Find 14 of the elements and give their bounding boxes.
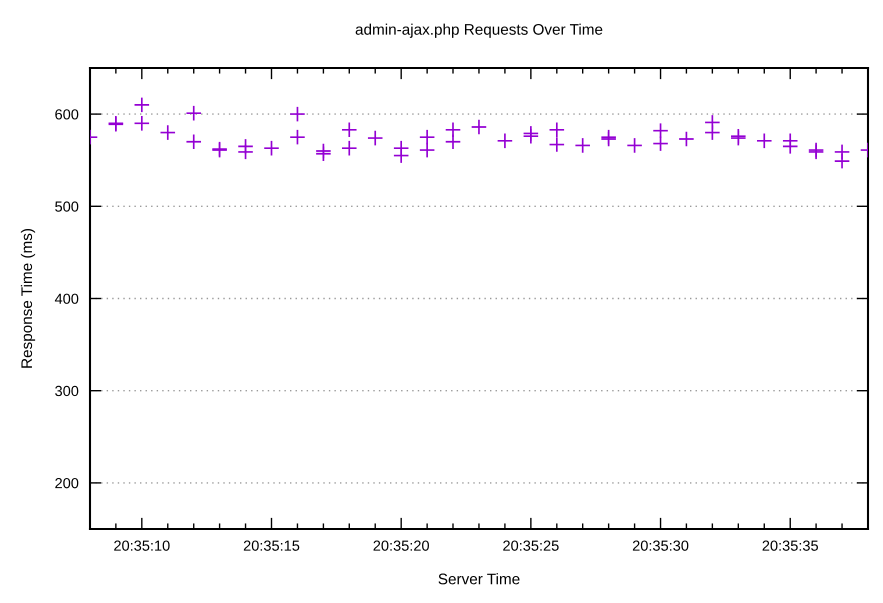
chart-title: admin-ajax.php Requests Over Time — [356, 24, 602, 38]
y-tick-label: 400 — [54, 294, 78, 304]
y-axis-title: Response Time (ms) — [20, 228, 36, 368]
x-tick-label: 20:35:10 — [114, 540, 170, 551]
x-tick-label: 20:35:30 — [632, 540, 688, 551]
x-tick-label: 20:35:20 — [374, 540, 429, 551]
x-tick-label: 20:35:35 — [762, 540, 818, 551]
y-tick-label: 600 — [55, 109, 78, 120]
x-axis-title: Server Time — [438, 573, 520, 584]
x-tick-label: 20:35:25 — [503, 540, 559, 551]
y-tick-label: 200 — [55, 478, 78, 488]
y-tick-label: 500 — [55, 201, 78, 212]
x-tick-label: 20:35:15 — [244, 540, 300, 551]
y-tick-label: 300 — [55, 386, 78, 396]
